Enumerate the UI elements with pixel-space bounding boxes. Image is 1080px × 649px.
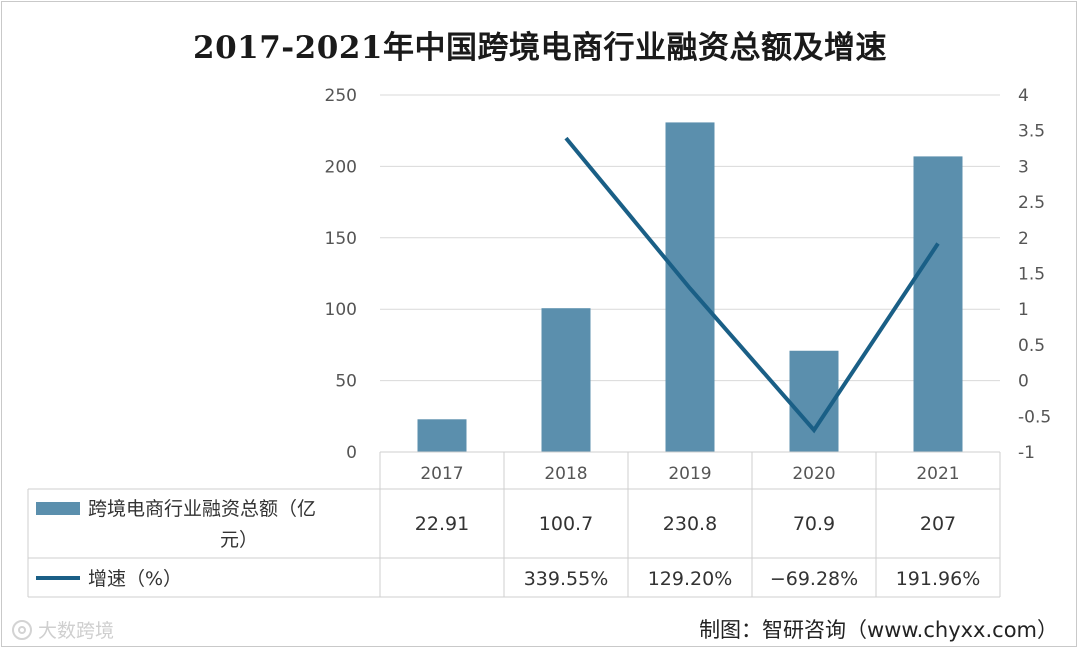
- right-tick-label: -0.5: [1018, 407, 1051, 427]
- left-tick-label: 150: [325, 229, 357, 249]
- left-tick-label: 100: [325, 300, 357, 320]
- watermark: 大数跨境: [12, 616, 114, 643]
- right-tick-label: 4: [1018, 86, 1029, 106]
- line-series: [564, 136, 940, 434]
- left-tick-label: 0: [346, 443, 357, 463]
- bar-value-cell: 70.9: [793, 513, 835, 535]
- category-label: 2017: [420, 464, 463, 484]
- right-tick-label: 2: [1018, 229, 1029, 249]
- growth-value-cell: 129.20%: [648, 568, 733, 590]
- bar-series: [417, 122, 963, 453]
- watermark-text: 大数跨境: [38, 620, 115, 642]
- bar: [541, 308, 591, 452]
- legend-line-label: 增速（%）: [88, 568, 182, 590]
- right-tick-label: 1.5: [1018, 265, 1045, 285]
- bar: [913, 156, 963, 453]
- right-tick-label: 3.5: [1018, 122, 1045, 142]
- legend-bar-label-line1: 跨境电商行业融资总额（亿: [88, 498, 316, 520]
- legend-bar-label-line2: 元）: [220, 529, 258, 551]
- right-axis-ticks: -1 -0.5 0 0.5 1 1.5 2 2.5 3 3.5 4: [1018, 86, 1051, 463]
- category-label: 2018: [544, 464, 587, 484]
- watermark-logo-icon: [12, 619, 32, 640]
- category-label: 2019: [668, 464, 711, 484]
- category-label: 2020: [792, 464, 835, 484]
- growth-value-cell: −69.28%: [770, 568, 858, 590]
- right-tick-label: 2.5: [1018, 193, 1045, 213]
- left-tick-label: 250: [325, 86, 357, 106]
- bar: [789, 350, 839, 452]
- growth-value-cell: 339.55%: [524, 568, 609, 590]
- bar-value-cell: 207: [920, 513, 956, 535]
- growth-line: [564, 136, 940, 434]
- left-axis-ticks: 0 50 100 150 200 250: [325, 86, 357, 463]
- chart-title: 2017-2021年中国跨境电商行业融资总额及增速: [193, 30, 887, 66]
- bar-value-cell: 230.8: [663, 513, 717, 535]
- left-tick-label: 200: [325, 157, 357, 177]
- right-tick-label: 0: [1018, 372, 1029, 392]
- data-table: 2017 2018 2019 2020 2021 跨境电商行业融资总额（亿元） 增速（%） 2…: [27, 451, 1001, 598]
- bar-value-cell: 22.91: [415, 513, 469, 535]
- bar-value-cell: 100.7: [539, 513, 593, 535]
- right-tick-label: -1: [1018, 443, 1035, 463]
- source-note: 制图：智研咨询（www.chyxx.com）: [699, 618, 1058, 642]
- right-tick-label: 1: [1018, 300, 1029, 320]
- legend-bar-swatch: [36, 502, 80, 515]
- category-label: 2021: [916, 464, 959, 484]
- right-tick-label: 0.5: [1018, 336, 1045, 356]
- right-tick-label: 3: [1018, 157, 1029, 177]
- bar: [417, 419, 467, 452]
- left-tick-label: 50: [335, 372, 357, 392]
- growth-value-cell: 191.96%: [896, 568, 981, 590]
